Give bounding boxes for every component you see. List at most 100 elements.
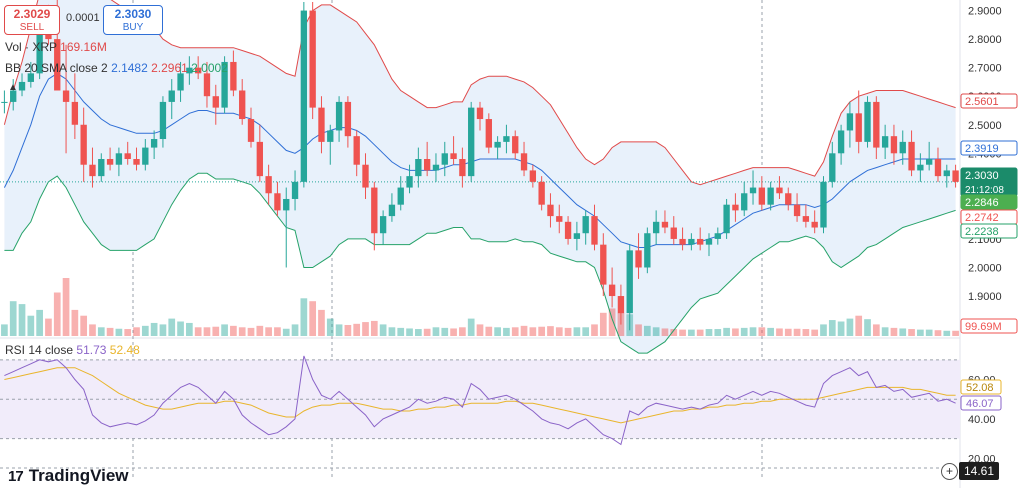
- candle-body-65: [573, 233, 581, 239]
- volume-bar-37: [326, 318, 334, 336]
- volume-bar-81: [714, 329, 722, 336]
- candle-body-40: [353, 136, 360, 165]
- volume-bar-25: [221, 324, 228, 336]
- volume-bar-39: [344, 324, 352, 336]
- candle-body-93: [820, 181, 827, 228]
- volume-bar-4: [36, 309, 43, 336]
- volume-bar-14: [124, 329, 132, 336]
- candle-body-80: [705, 238, 713, 245]
- rsi-legend[interactable]: RSI 14 close 51.73 52.48: [5, 343, 140, 357]
- candle-body-73: [644, 233, 651, 268]
- volume-bar-86: [758, 327, 766, 336]
- volume-bar-97: [855, 315, 863, 336]
- volume-bar-92: [811, 329, 819, 336]
- candle-body-83: [732, 204, 739, 211]
- candle-body-52: [459, 159, 466, 177]
- volume-bar-98: [864, 319, 871, 336]
- candle-body-77: [679, 238, 686, 245]
- volume-bar-90: [793, 328, 801, 336]
- candle-body-55: [485, 119, 492, 148]
- candle-body-105: [926, 159, 933, 165]
- volume-bar-2: [18, 304, 26, 336]
- volume-bar-103: [908, 329, 915, 336]
- candle-body-16: [142, 147, 149, 165]
- volume-legend[interactable]: Vol · XRP 169.16M: [5, 40, 107, 54]
- candle-body-87: [767, 187, 774, 205]
- candle-body-79: [697, 238, 704, 245]
- volume-legend-value: 169.16M: [60, 40, 107, 54]
- candle-body-69: [608, 284, 616, 297]
- candle-body-96: [846, 113, 854, 131]
- rsi-value: 51.73: [76, 343, 107, 357]
- sell-button[interactable]: 2.3029 SELL: [4, 5, 60, 35]
- bb-legend[interactable]: BB 20 SMA close 2 2.1482 2.2961 2.0002: [5, 61, 228, 75]
- volume-bar-57: [503, 327, 510, 336]
- volume-bar-52: [459, 327, 466, 336]
- candle-body-75: [661, 221, 669, 228]
- sell-price: 2.3029: [13, 7, 51, 21]
- volume-bar-64: [564, 327, 572, 336]
- candle-body-47: [415, 159, 422, 177]
- candle-body-53: [468, 107, 475, 177]
- brand-name: TradingView: [28, 466, 129, 485]
- volume-bar-88: [776, 328, 783, 336]
- volume-label: 99.69M: [965, 321, 1002, 333]
- volume-bar-23: [203, 327, 211, 336]
- tradingview-logo[interactable]: 17 TradingView: [8, 466, 129, 486]
- countdown-label: 21:12:08: [965, 185, 1004, 196]
- price-tick-label-9: 2.0000: [968, 262, 1002, 274]
- bb-legend-label: BB 20 SMA close 2: [5, 61, 108, 75]
- candle-body-6: [54, 39, 61, 91]
- volume-bar-108: [952, 330, 959, 336]
- candle-body-72: [635, 250, 642, 268]
- volume-bar-48: [423, 328, 431, 336]
- volume-bar-15: [133, 327, 140, 336]
- candle-body-38: [335, 101, 343, 131]
- candle-body-67: [591, 216, 598, 245]
- volume-bar-67: [591, 324, 598, 336]
- rsi-line: [4, 355, 956, 446]
- volume-bar-78: [688, 329, 695, 336]
- price-label-box-5: [960, 223, 1018, 239]
- volume-bar-55: [485, 326, 493, 336]
- candle-body-10: [89, 164, 96, 177]
- collapse-up-icon[interactable]: ▲: [8, 82, 18, 93]
- candle-body-24: [212, 96, 219, 108]
- candle-body-68: [600, 244, 607, 285]
- volume-bar-102: [899, 328, 907, 336]
- candle-body-26: [230, 61, 237, 91]
- volume-bar-69: [608, 308, 616, 336]
- candle-body-98: [864, 101, 871, 142]
- candle-body-60: [529, 170, 537, 182]
- buy-button[interactable]: 2.3030 BUY: [103, 5, 163, 35]
- price-label-1: 2.3919: [965, 143, 999, 155]
- bb-basis-value: 2.1482: [111, 61, 148, 75]
- rsi-tick-label-1: 40.00: [968, 414, 996, 426]
- candle-body-62: [547, 204, 554, 217]
- volume-bar-29: [256, 325, 264, 336]
- candle-body-42: [371, 187, 378, 234]
- volume-bar-104: [917, 329, 924, 336]
- price-tick-label-2: 2.7000: [968, 63, 1002, 75]
- volume-bar-96: [846, 318, 854, 336]
- rsi-ma-line: [4, 367, 956, 424]
- volume-bar-32: [282, 328, 290, 336]
- tradingview-mark-icon: 17: [8, 468, 24, 485]
- volume-bar-85: [749, 327, 757, 336]
- candle-body-30: [265, 176, 272, 194]
- candle-body-54: [476, 107, 484, 120]
- volume-bar-53: [467, 318, 475, 336]
- volume-bar-9: [80, 315, 88, 336]
- candle-body-74: [652, 221, 660, 234]
- volume-bar-105: [925, 329, 933, 336]
- volume-bar-87: [767, 327, 774, 336]
- candle-body-84: [741, 193, 748, 211]
- candle-body-61: [538, 181, 545, 205]
- candle-body-41: [362, 164, 369, 188]
- volume-bar-91: [802, 329, 810, 336]
- volume-bar-16: [141, 325, 149, 336]
- volume-bar-94: [828, 320, 836, 336]
- volume-bar-80: [705, 329, 713, 336]
- zoom-plus-icon[interactable]: +: [941, 463, 958, 480]
